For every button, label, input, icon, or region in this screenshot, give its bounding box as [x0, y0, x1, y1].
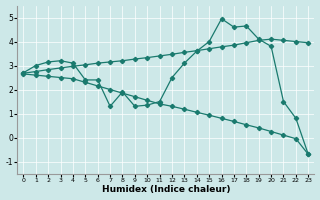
- X-axis label: Humidex (Indice chaleur): Humidex (Indice chaleur): [101, 185, 230, 194]
